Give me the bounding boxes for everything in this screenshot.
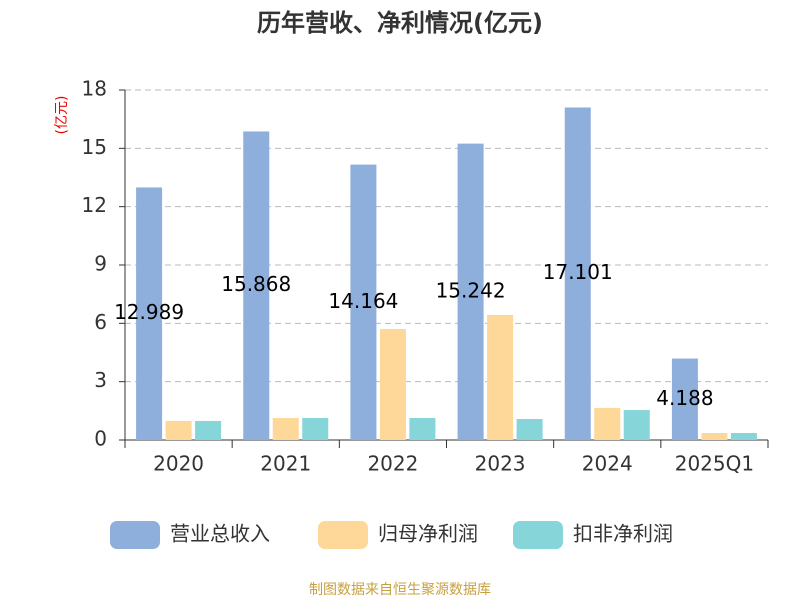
legend-label: 归母净利润	[378, 522, 478, 546]
value-label: 4.188	[656, 386, 713, 410]
y-tick-label: 12	[82, 193, 107, 217]
bar	[272, 418, 299, 440]
y-tick-label: 18	[82, 77, 107, 101]
bar	[623, 410, 650, 440]
bar	[730, 433, 757, 440]
value-label: 14.164	[328, 289, 398, 313]
bar	[671, 358, 698, 440]
x-tick-label: 2024	[582, 452, 633, 476]
value-label: 15.868	[221, 272, 291, 296]
bar	[379, 328, 406, 440]
legend-label: 扣非净利润	[573, 522, 673, 546]
bar	[457, 143, 484, 440]
y-tick-label: 6	[94, 310, 107, 334]
bar	[195, 420, 222, 440]
x-tick-label: 2025Q1	[675, 452, 754, 476]
y-tick-label: 0	[94, 427, 107, 451]
legend-swatch	[318, 521, 368, 549]
value-label: 17.101	[543, 260, 613, 284]
value-label: 15.242	[436, 278, 506, 302]
bar	[165, 420, 192, 440]
chart-title: 历年营收、净利情况(亿元)	[257, 9, 543, 37]
x-tick-label: 2021	[260, 452, 311, 476]
x-tick-label: 2023	[475, 452, 526, 476]
y-axis-unit: (亿元)	[54, 96, 70, 135]
y-tick-label: 3	[94, 368, 107, 392]
bar	[516, 419, 543, 440]
x-tick-label: 2022	[367, 452, 418, 476]
y-tick-label: 9	[94, 252, 107, 276]
bar	[302, 418, 329, 440]
legend-label: 营业总收入	[170, 522, 270, 546]
bar	[701, 433, 728, 440]
legend-swatch	[110, 521, 160, 549]
bar	[243, 131, 270, 440]
source-note: 制图数据来自恒生聚源数据库	[309, 582, 491, 598]
bar	[487, 314, 514, 440]
bar	[136, 187, 163, 440]
bar	[564, 107, 591, 440]
bar	[350, 164, 377, 441]
value-label: 12.989	[114, 300, 184, 324]
x-tick-label: 2020	[153, 452, 204, 476]
bar	[409, 418, 436, 440]
legend-swatch	[513, 521, 563, 549]
y-tick-label: 15	[82, 135, 107, 159]
bar	[594, 407, 621, 440]
